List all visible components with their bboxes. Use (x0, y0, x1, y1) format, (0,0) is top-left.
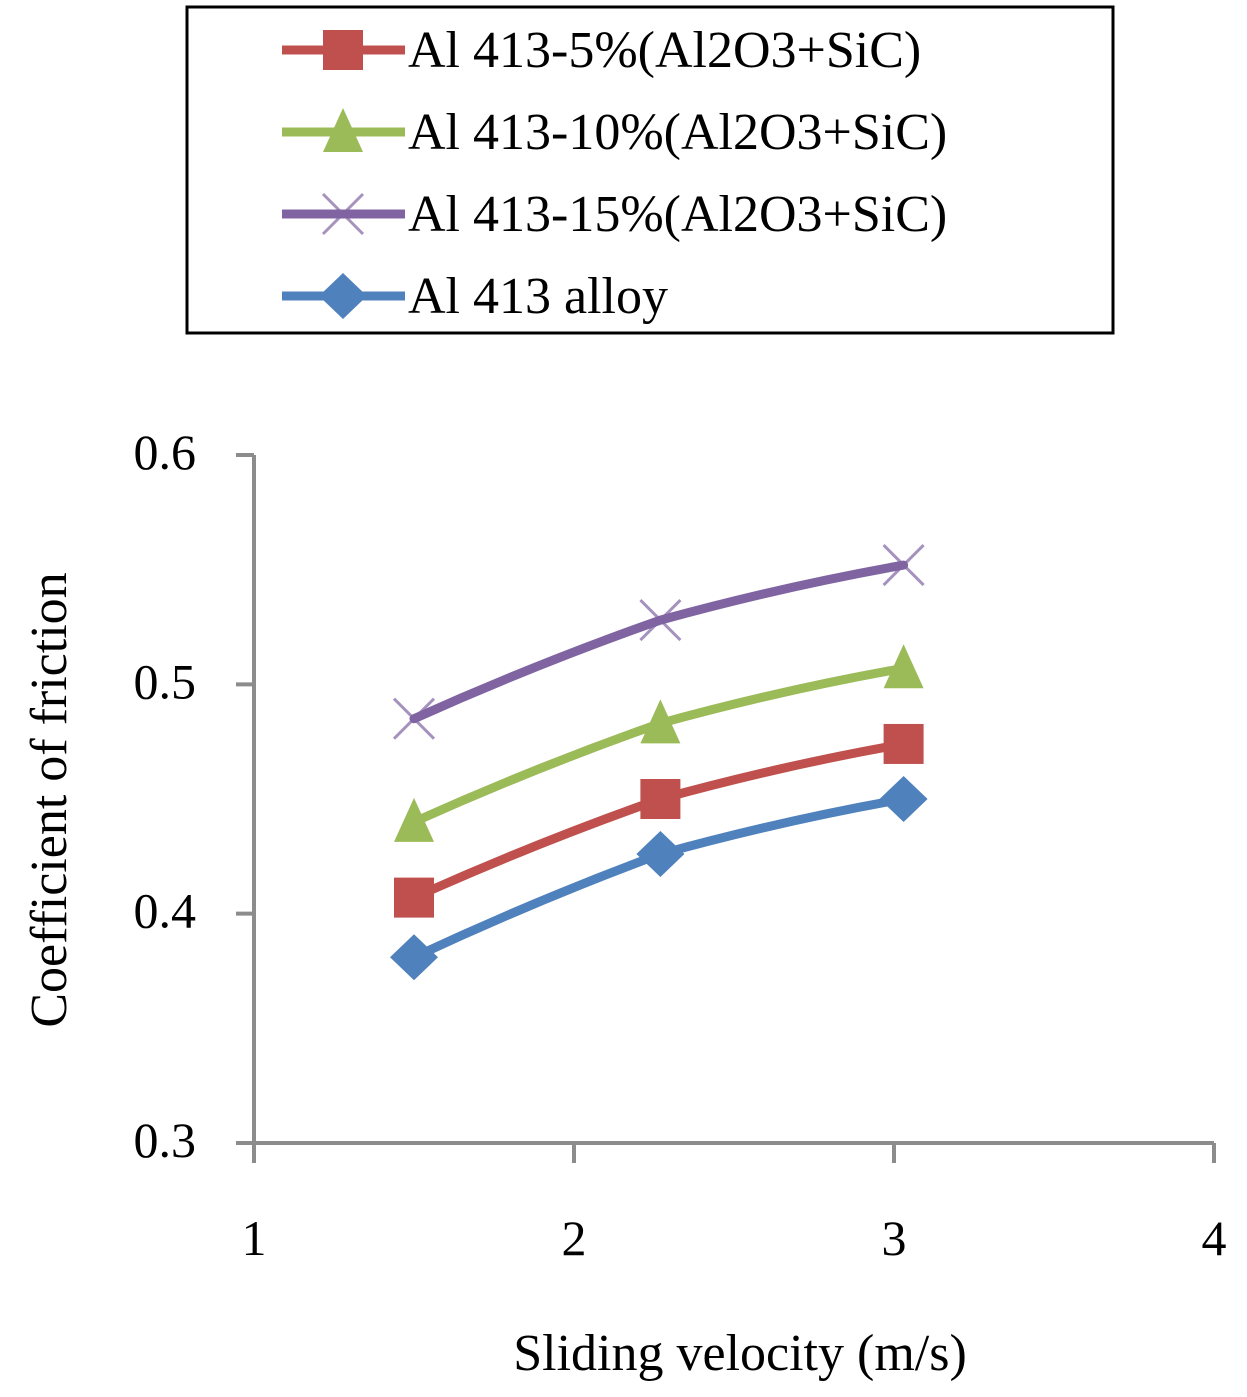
marker-x (639, 599, 682, 642)
y-axis-label: Coefficient of friction (21, 572, 78, 1027)
marker-triangle (883, 644, 924, 689)
x-tick-label: 3 (882, 1210, 907, 1266)
marker-x-stroke (392, 697, 436, 740)
marker-x (392, 697, 436, 740)
axes: 0.3 0.4 0.5 0.6 1 2 3 4 (134, 424, 1227, 1266)
series-2 (394, 644, 924, 842)
y-tick-label: 0.6 (134, 424, 197, 480)
legend: Al 413-5%(Al2O3+SiC) Al 413-10%(Al2O3+SiC… (185, 5, 1115, 335)
series-1 (394, 723, 924, 918)
x-tick-label: 1 (242, 1210, 267, 1266)
y-tick-label: 0.3 (134, 1112, 197, 1168)
y-tick-label: 0.4 (134, 883, 197, 939)
legend-label: Al 413 alloy (408, 268, 668, 325)
marker-diamond (390, 934, 438, 981)
legend-entry: Al 413-15%(Al2O3+SiC) (282, 186, 947, 243)
marker-square (883, 723, 924, 764)
legend-label: Al 413-5%(Al2O3+SiC) (408, 22, 921, 79)
x-tick-label: 2 (562, 1210, 587, 1266)
marker-square (394, 877, 434, 918)
marker-x-stroke (321, 192, 365, 236)
marker-x (882, 544, 925, 587)
marker-diamond (636, 831, 685, 878)
series-3 (392, 544, 925, 740)
y-tick-label: 0.5 (134, 653, 197, 709)
marker-x-stroke (639, 599, 682, 642)
legend-entry: Al 413 alloy (282, 268, 668, 325)
series-layer (390, 544, 928, 981)
marker-square (323, 30, 363, 70)
series-4 (390, 776, 928, 981)
marker-square (640, 779, 681, 819)
marker-diamond (879, 776, 928, 822)
marker-triangle (323, 108, 363, 152)
marker-triangle (394, 797, 434, 842)
x-tick-label: 4 (1202, 1210, 1227, 1266)
marker-x (321, 192, 365, 236)
series-line (409, 560, 909, 724)
series-line (409, 794, 909, 962)
marker-diamond (319, 273, 367, 319)
legend-entry: Al 413-10%(Al2O3+SiC) (282, 104, 947, 161)
marker-triangle (640, 699, 681, 744)
x-axis-label: Sliding velocity (m/s) (513, 1325, 967, 1382)
marker-x-stroke (882, 544, 925, 587)
legend-label: Al 413-10%(Al2O3+SiC) (408, 104, 947, 161)
legend-label: Al 413-15%(Al2O3+SiC) (408, 186, 947, 243)
legend-entry: Al 413-5%(Al2O3+SiC) (282, 22, 921, 79)
